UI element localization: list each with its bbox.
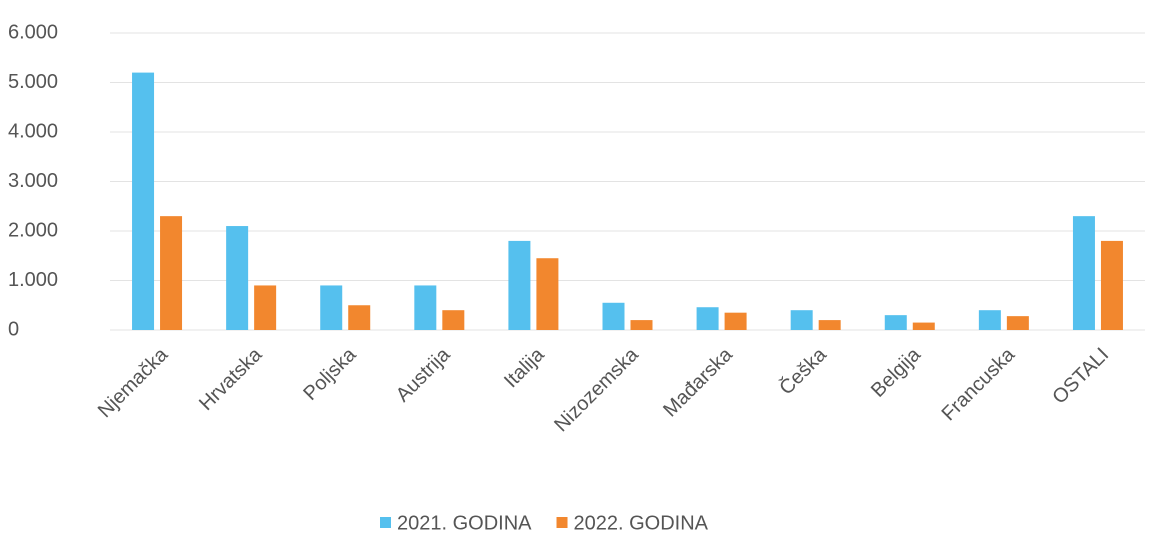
bar [630,320,653,330]
bar [724,312,747,330]
x-tick-label: Austrija [392,343,455,406]
bar [978,310,1001,330]
bar [884,315,907,330]
legend-label: 2022. GODINA [574,512,709,534]
x-tick-label: Poljska [299,343,361,405]
x-tick-label: Francuska [938,343,1020,425]
x-tick-label: Italija [500,343,549,392]
bar [508,240,531,330]
bar [160,216,183,330]
bar [254,285,277,330]
x-tick-label: Češka [775,342,832,399]
bar [1072,216,1095,330]
legend-swatch [380,517,391,528]
bar [790,310,813,330]
bar [1100,240,1123,330]
y-tick-label: 2.000 [8,219,58,241]
bar [1006,316,1029,330]
y-tick-label: 4.000 [8,120,58,142]
y-tick-label: 6.000 [8,21,58,43]
x-tick-label: Belgija [867,343,926,402]
bar [132,72,155,330]
y-tick-label: 0 [8,318,19,340]
x-tick-label: Njemačka [94,343,173,422]
y-tick-label: 1.000 [8,269,58,291]
y-tick-label: 5.000 [8,71,58,93]
bar [320,285,343,330]
bar [348,305,371,330]
bar [912,322,935,330]
legend-swatch [556,517,568,528]
x-tick-label: Mađarska [659,343,737,421]
bar [226,226,249,330]
bar [818,320,841,330]
legend-label: 2021. GODINA [397,512,532,534]
x-tick-label: Hrvatska [195,343,267,415]
bar [696,307,719,330]
bar [602,302,625,330]
x-tick-label: OSTALI [1048,344,1113,409]
bar [536,258,559,330]
x-tick-label: Nizozemska [550,343,643,436]
bar [442,310,465,330]
bar [414,285,437,330]
y-tick-label: 3.000 [8,170,58,192]
